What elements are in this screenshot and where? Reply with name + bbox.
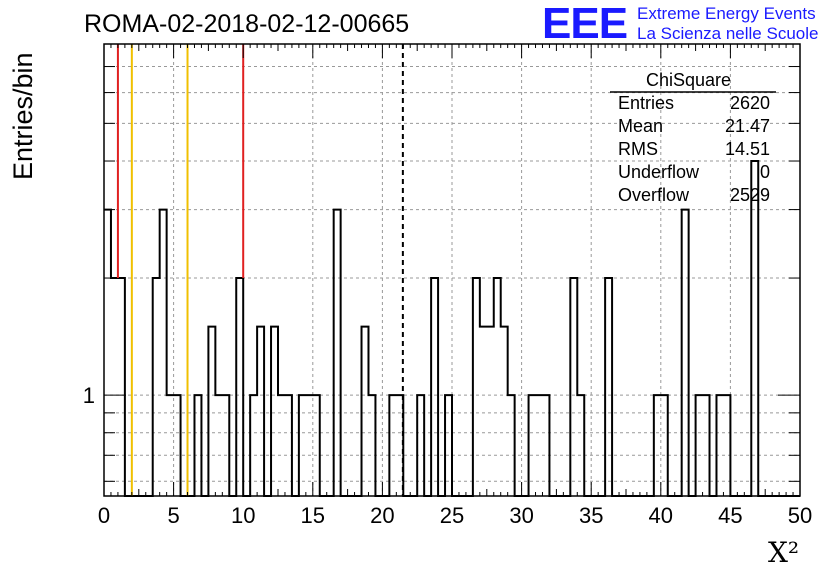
histogram-bin [480,327,487,496]
histogram-bin [751,161,758,496]
x-tick-label: 40 [649,503,673,528]
histogram-bin [111,278,118,496]
x-tick-label: 10 [231,503,255,528]
x-tick-label: 35 [579,503,603,528]
stats-value: 14.51 [724,139,770,159]
stats-label: Overflow [618,185,690,205]
histogram-bin [271,327,278,496]
logo-line-1: Extreme Energy Events [637,4,816,23]
stats-value: 2620 [729,93,770,113]
stats-label: Entries [618,93,675,113]
histogram-bin [487,327,494,496]
reference-lines [116,44,404,496]
histogram-bin [570,278,577,496]
x-tick-label: 50 [788,503,812,528]
x-tick-label: 5 [167,503,179,528]
x-tick-label: 20 [370,503,394,528]
stats-label: RMS [618,139,658,159]
histogram-bin [501,327,508,496]
axis-ticks [103,44,801,496]
x-tick-label: 15 [301,503,325,528]
histogram-bin [431,278,438,496]
histogram-bin [605,278,612,496]
x-tick-labels: 0 5 10 15 20 25 30 35 40 45 50 [98,503,812,528]
chart-title: ROMA-02-2018-02-12-00665 [84,10,410,38]
stats-value: 2529 [729,185,770,205]
y-tick-label: 1 [83,383,95,408]
x-tick-label: 30 [509,503,533,528]
eee-logo: EEE [542,0,628,48]
histogram-bin [473,278,480,496]
stats-value: 0 [759,162,770,182]
stats-title: ChiSquare [646,70,732,90]
y-axis-label: Entries/bin [8,52,38,180]
histogram-bin [236,278,243,496]
histogram-bin [257,327,264,496]
logo-line-2: La Scienza nelle Scuole [637,24,819,43]
histogram-bin [153,278,160,496]
histogram-bin [160,210,167,496]
histogram-bin [362,327,369,496]
x-axis-label: X² [768,536,800,569]
histogram-bin [494,278,501,496]
histogram-bin [682,210,689,496]
stats-label: Underflow [618,162,700,182]
x-tick-label: 45 [718,503,742,528]
histogram-bin [104,210,111,496]
x-tick-label: 25 [440,503,464,528]
histogram-bin [208,327,215,496]
histogram-bin [118,278,125,496]
stats-label: Mean [618,116,664,136]
stats-value: 21.47 [724,116,770,136]
x-tick-label: 0 [98,503,110,528]
histogram-bin [334,210,341,496]
